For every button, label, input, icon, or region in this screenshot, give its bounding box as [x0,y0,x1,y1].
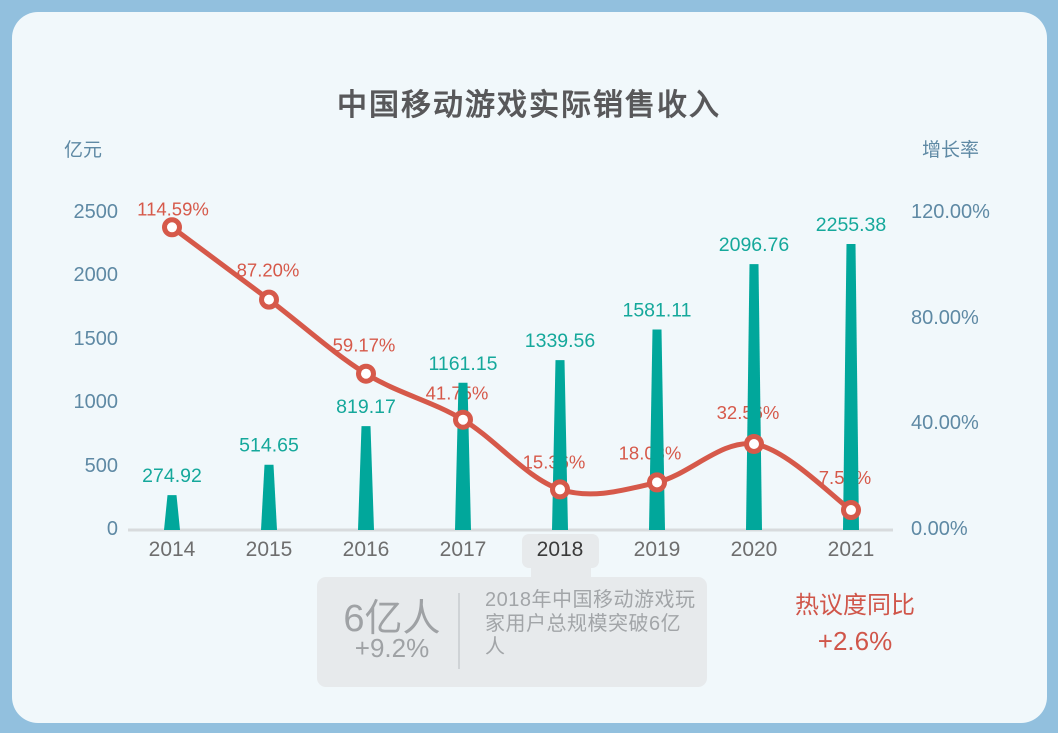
annotation-description: 2018年中国移动游戏玩家用户总规模突破6亿人 [485,589,696,658]
x-axis-label-2019[interactable]: 2019 [633,538,681,561]
growth-point-label: 114.59% [137,198,209,219]
right-axis-tick: 80.00% [911,306,979,329]
annotation-divider [458,593,460,669]
left-axis-tick: 2500 [73,201,119,223]
line-marker [259,289,279,310]
line-marker [647,472,667,493]
line-marker [162,217,182,238]
revenue-bar [746,264,762,530]
growth-point-label: 41.75% [426,383,489,404]
revenue-bar [552,360,568,530]
annotation-delta: +9.2% [354,633,430,663]
right-axis-tick: 120.00% [911,201,990,223]
annotation-headline: 6亿人 [343,598,441,640]
line-marker [550,479,570,500]
left-axis-name: 亿元 [64,140,103,161]
line-marker [744,433,764,454]
right-axis-tick: 40.00% [911,412,979,435]
x-axis-label-2020[interactable]: 2020 [730,538,778,561]
x-axis-label-2015[interactable]: 2015 [245,538,293,561]
bar-value-label: 2255.38 [816,214,887,236]
bar-value-label: 2096.76 [719,234,790,256]
bar-value-label: 1161.15 [428,353,497,375]
right-axis-name: 增长率 [922,140,980,161]
line-marker [453,409,473,430]
revenue-bar [649,329,665,530]
bar-value-label: 1339.56 [525,330,596,352]
bar-value-label: 514.65 [239,435,299,457]
bar-value-label: 1581.11 [622,300,691,322]
x-axis-label-2017[interactable]: 2017 [439,538,487,561]
revenue-bar [455,382,471,530]
hot-note: 热议度同比 +2.6% [762,585,948,657]
left-axis-tick: 2000 [73,264,119,287]
line-marker [356,363,376,384]
left-axis-tick: 1000 [73,391,119,414]
growth-point-label: 59.17% [333,335,396,356]
growth-point-label: 87.20% [237,260,300,281]
revenue-bar [164,495,180,530]
left-axis-tick: 0 [106,518,118,540]
left-axis-tick: 500 [84,454,118,477]
chart-title: 中国移动游戏实际销售收入 [337,89,721,122]
hot-note-label: 热议度同比 [795,592,915,619]
revenue-bar [843,244,859,530]
bar-value-label: 274.92 [142,465,202,487]
hot-note-value: +2.6% [817,626,893,656]
revenue-bar [358,426,374,530]
x-axis-label-2018[interactable]: 2018 [536,538,584,561]
right-axis-tick: 0.00% [911,518,968,540]
revenue-bar [261,464,277,530]
x-axis-label-2021[interactable]: 2021 [827,538,875,561]
left-axis-tick: 1500 [73,327,119,350]
line-marker [841,500,861,521]
bar-value-label: 819.17 [336,396,396,418]
growth-point-label: 18.03% [619,442,682,463]
highlight-connector [531,560,591,580]
x-axis-label-2014[interactable]: 2014 [148,538,196,561]
x-axis-label-2016[interactable]: 2016 [342,538,390,561]
annotation-box: 6亿人 +9.2% 2018年中国移动游戏玩家用户总规模突破6亿人 [317,577,707,687]
